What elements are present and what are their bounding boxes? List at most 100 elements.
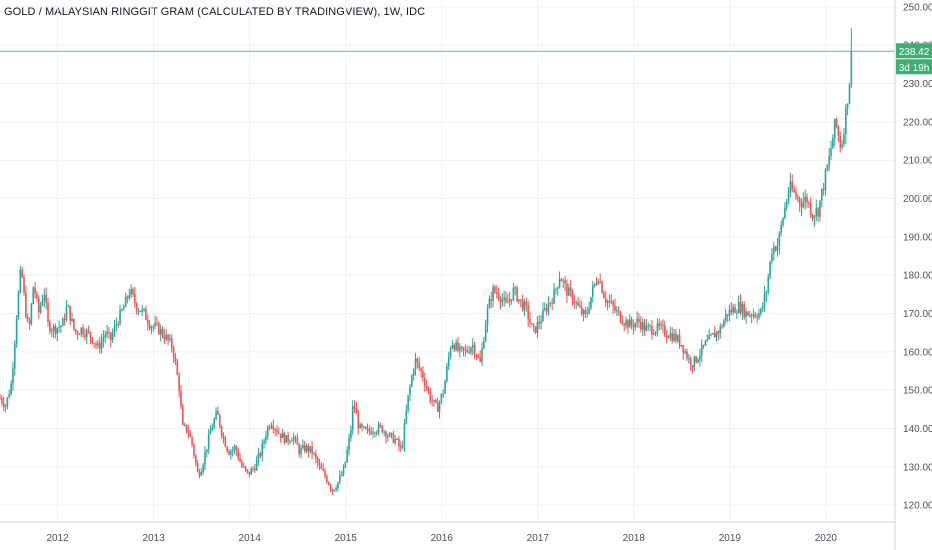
candle [145, 305, 147, 321]
candle-body [305, 445, 308, 452]
candle [185, 424, 188, 434]
candle-body [355, 408, 358, 414]
candle [499, 296, 502, 309]
candle [468, 345, 470, 355]
candle [215, 407, 217, 421]
candle-body [248, 471, 251, 475]
candle [595, 276, 598, 287]
candle-body [85, 330, 88, 338]
candle-body [135, 303, 138, 312]
candle-body [743, 304, 746, 318]
candle-body [385, 431, 387, 438]
candle-body [368, 428, 371, 432]
candle [518, 299, 520, 305]
candle [340, 471, 343, 477]
candle [392, 430, 395, 444]
candle [553, 283, 555, 305]
candle [632, 319, 635, 335]
candle [446, 362, 448, 383]
candle-body [739, 301, 742, 313]
candle-body [19, 269, 22, 292]
candle [206, 449, 208, 458]
candle [76, 330, 79, 341]
candle-body [497, 293, 500, 299]
candle-body [459, 346, 461, 351]
candle-body [143, 308, 145, 310]
candle [98, 336, 101, 354]
candle-body [787, 192, 790, 202]
candle-body [224, 437, 227, 447]
candle [841, 139, 843, 150]
candle [507, 294, 509, 304]
y-tick-label: 210.00 [903, 156, 932, 167]
candle-body [279, 433, 282, 439]
candle [411, 373, 413, 388]
candle [261, 439, 264, 462]
candle-body [156, 322, 158, 324]
candle-body [455, 342, 457, 351]
candle-body [830, 148, 832, 156]
candle-body [34, 287, 36, 294]
candle-body [784, 207, 786, 219]
candle-body [257, 453, 260, 460]
candle [702, 344, 705, 349]
candle [254, 463, 256, 473]
candle [726, 314, 729, 323]
candle [708, 328, 710, 340]
candle-body [290, 440, 293, 442]
candle [8, 389, 11, 399]
candle [194, 454, 197, 467]
candle [394, 434, 397, 446]
candle-body [470, 347, 472, 353]
candle-body [348, 438, 350, 451]
candle [647, 322, 650, 331]
candle [350, 425, 352, 442]
candle-body [183, 424, 186, 426]
candle-body [796, 196, 799, 198]
y-tick-label: 160.00 [903, 347, 932, 358]
candle [793, 185, 795, 194]
candle-body [431, 401, 433, 403]
candle [848, 83, 851, 105]
candle [399, 441, 402, 452]
candle-body [566, 283, 568, 296]
candle [689, 355, 692, 371]
candle-body [780, 224, 782, 233]
candle [560, 277, 563, 282]
candle [414, 352, 417, 376]
candle-body [623, 324, 625, 326]
candle-body [126, 296, 129, 299]
candle-body [276, 429, 278, 433]
candle-body [577, 302, 579, 306]
candle-body [724, 314, 727, 321]
candle-body [52, 325, 55, 331]
candle-body [218, 414, 221, 427]
candle-body [84, 334, 86, 338]
candle [761, 302, 764, 312]
candle [58, 320, 60, 333]
candle [298, 442, 300, 458]
candle-body [680, 345, 683, 347]
candle [266, 424, 269, 440]
candle [346, 445, 348, 464]
candle [763, 285, 766, 313]
candle [562, 278, 565, 288]
candle [488, 295, 491, 309]
candle-body [250, 468, 252, 475]
candle [780, 220, 782, 237]
candle-body [206, 449, 208, 452]
candle [614, 298, 616, 314]
candle-body [242, 466, 245, 468]
candle-body [845, 107, 847, 135]
candle [17, 289, 20, 320]
candle [248, 471, 251, 478]
candle [503, 290, 505, 307]
candle [713, 326, 716, 338]
candle-body [754, 314, 757, 317]
candle-body [174, 356, 177, 362]
candle-body [263, 440, 265, 444]
candle [357, 409, 360, 435]
candle [237, 447, 240, 461]
candle-body [351, 406, 354, 430]
